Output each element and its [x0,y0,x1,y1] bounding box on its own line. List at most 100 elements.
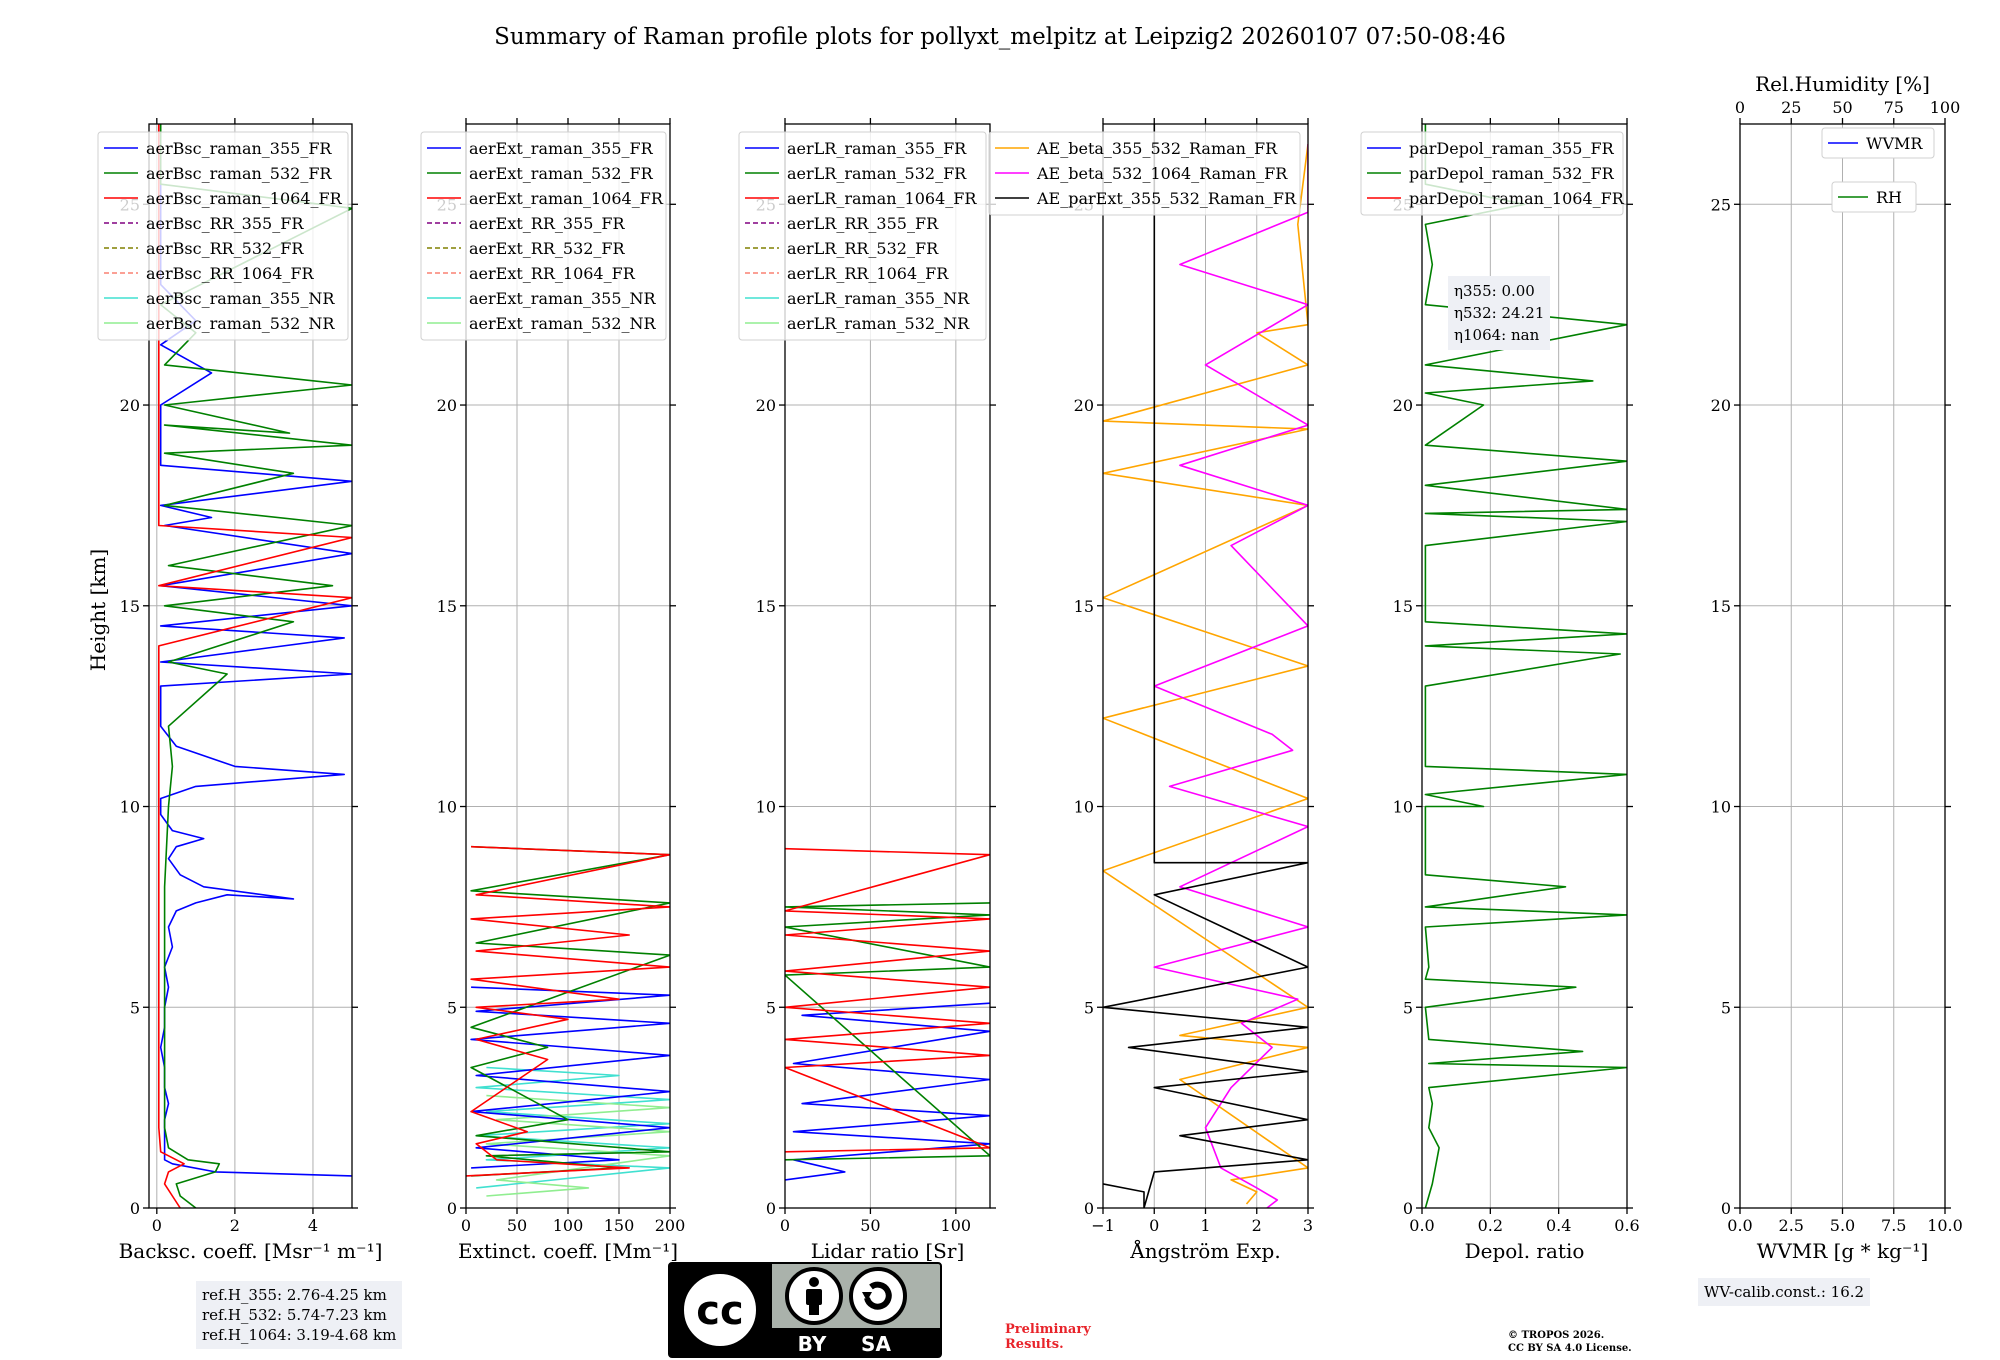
legend-box [420,131,667,341]
x-axis-label: Backsc. coeff. [Msr⁻¹ m⁻¹] [119,1239,383,1263]
x-tick-label: 4 [308,1216,318,1235]
y-axis-label: Height [km] [86,549,110,671]
series-line-parDepol_raman_532_FR [1424,124,1627,1208]
series-line-aerLR_raman_1064_FR [785,847,990,1153]
legend-label: AE_beta_355_532_Raman_FR [1036,139,1278,158]
legend-label: aerExt_raman_1064_FR [469,189,664,208]
eta-1064: η1064: nan [1454,326,1540,344]
panel-wv: 0.0 2.5 5.0 7.5 10.0 0 5 10 15 20 25 WVMR [g * kg⁻¹… [1711,72,1963,1263]
y-tick-label: 0 [766,1199,776,1218]
y-tick-label: 25 [1711,195,1731,214]
copyright-line-1: © TROPOS 2026. [1508,1330,1605,1341]
series-line-aerExt_raman_532_NR [485,1094,670,1197]
legend-box [97,131,349,341]
ref-height-1064: ref.H_1064: 3.19-4.68 km [202,1326,397,1344]
series-line-aerExt_raman_1064_FR [466,845,670,1177]
legend-label: aerLR_raman_355_NR [787,289,970,308]
legend-label: parDepol_raman_1064_FR [1409,189,1625,208]
legend-label: aerLR_raman_355_FR [787,139,967,158]
x-tick-label: 3 [1303,1216,1313,1235]
legend-label: aerExt_RR_355_FR [469,214,626,233]
y-tick-label: 5 [1721,998,1731,1017]
copyright-line-2: CC BY SA 4.0 License. [1508,1343,1632,1354]
legend-label: AE_parExt_355_532_Raman_FR [1036,189,1297,208]
series-group [785,847,990,1181]
series-group [158,124,352,1208]
y-tick-label: 5 [766,998,776,1017]
y-tick-label: 10 [437,798,457,817]
top-tick-label: 0 [1735,98,1745,117]
y-tick-label: 20 [1393,396,1413,415]
share-alike-icon [849,1267,907,1325]
x-tick-label: 7.5 [1881,1216,1906,1235]
figure-title: Summary of Raman profile plots for polly… [494,24,1506,50]
legend-label: aerLR_raman_532_NR [787,314,970,333]
y-tick-label: 20 [120,396,140,415]
x-axis-label: Ångström Exp. [1129,1238,1280,1263]
y-tick-label: 20 [437,396,457,415]
y-tick-label: 5 [130,998,140,1017]
legend-label: aerExt_raman_355_FR [469,139,654,158]
series-line-aerExt_raman_532_FR [470,845,670,1177]
top-tick-label: 100 [1930,98,1961,117]
x-tick-label: 100 [553,1216,584,1235]
panel-ext: 0501001502000510152025Extinct. coeff. [M… [420,118,685,1263]
panel-dep: 0.00.20.40.60510152025Depol. ratioparDep… [1360,118,1640,1263]
legend-label: aerBsc_RR_1064_FR [146,264,315,283]
x-tick-label: 2 [230,1216,240,1235]
legend-box [1360,131,1624,216]
legend-label: aerExt_RR_1064_FR [469,264,636,283]
x-tick-label: 0.0 [1409,1216,1434,1235]
x-tick-label: 5.0 [1830,1216,1855,1235]
axes-frame [784,123,991,1209]
axes-frame [148,123,353,1209]
y-tick-label: 10 [1393,798,1413,817]
legend-label: aerLR_raman_532_FR [787,164,967,183]
axes-frame [1421,123,1628,1209]
legend-label: aerLR_RR_355_FR [787,214,939,233]
wv-calib-box: WV-calib.const.: 16.2 [1698,1278,1871,1306]
series-line-aerLR_raman_532_FR [785,902,990,1161]
series-line-AE_beta_355_532_Raman_FR [1103,143,1308,1205]
legend-label: aerLR_RR_532_FR [787,239,939,258]
ref-height-532: ref.H_532: 5.74-7.23 km [202,1306,387,1324]
y-tick-label: 0 [130,1199,140,1218]
legend-label: aerBsc_raman_1064_FR [146,189,343,208]
legend-label: parDepol_raman_532_FR [1409,164,1615,183]
x-tick-label: 2 [1252,1216,1262,1235]
y-tick-label: 15 [1711,597,1731,616]
series-group [1103,124,1308,1208]
x-tick-label: 0 [1149,1216,1159,1235]
series-line-aerExt_raman_355_FR [470,986,670,1169]
top-tick-label: 50 [1832,98,1852,117]
y-tick-label: 5 [1403,998,1413,1017]
cc-by-sa-badge: cc BY SA [668,1262,942,1358]
legend-label: aerExt_raman_532_NR [469,314,657,333]
eta-532: η532: 24.21 [1454,304,1545,322]
legend-label: aerBsc_RR_355_FR [146,214,304,233]
x-tick-label: 0.2 [1478,1216,1503,1235]
y-tick-label: 15 [756,597,776,616]
series-line-aerBsc_raman_532_FR [159,124,352,1208]
legend-label: WVMR [1866,134,1923,153]
x-tick-label: 0 [780,1216,790,1235]
legend-label: AE_beta_532_1064_Raman_FR [1036,164,1288,183]
legend-label: aerBsc_RR_532_FR [146,239,304,258]
x-tick-label: 150 [604,1216,635,1235]
legend-box [1821,127,1935,159]
eta-box: η355: 0.00 η532: 24.21 η1064: nan [1448,276,1551,350]
top-axis-label: Rel.Humidity [%] [1755,72,1930,96]
x-tick-label: 0.4 [1546,1216,1571,1235]
x-tick-label: −1 [1091,1216,1115,1235]
series-line-aerBsc_raman_355_FR [159,124,352,1177]
series-line-aerBsc_raman_1064_FR [158,124,352,1208]
legend-label: aerBsc_raman_532_NR [146,314,335,333]
legend-label: parDepol_raman_355_FR [1409,139,1615,158]
panel-bsc: 0240510152025Backsc. coeff. [Msr⁻¹ m⁻¹]a… [97,118,383,1263]
y-tick-label: 5 [447,998,457,1017]
x-tick-label: 10.0 [1927,1216,1963,1235]
x-axis-label: Depol. ratio [1465,1239,1585,1263]
y-tick-label: 10 [756,798,776,817]
preliminary-line-1: Preliminary [1005,1322,1091,1337]
